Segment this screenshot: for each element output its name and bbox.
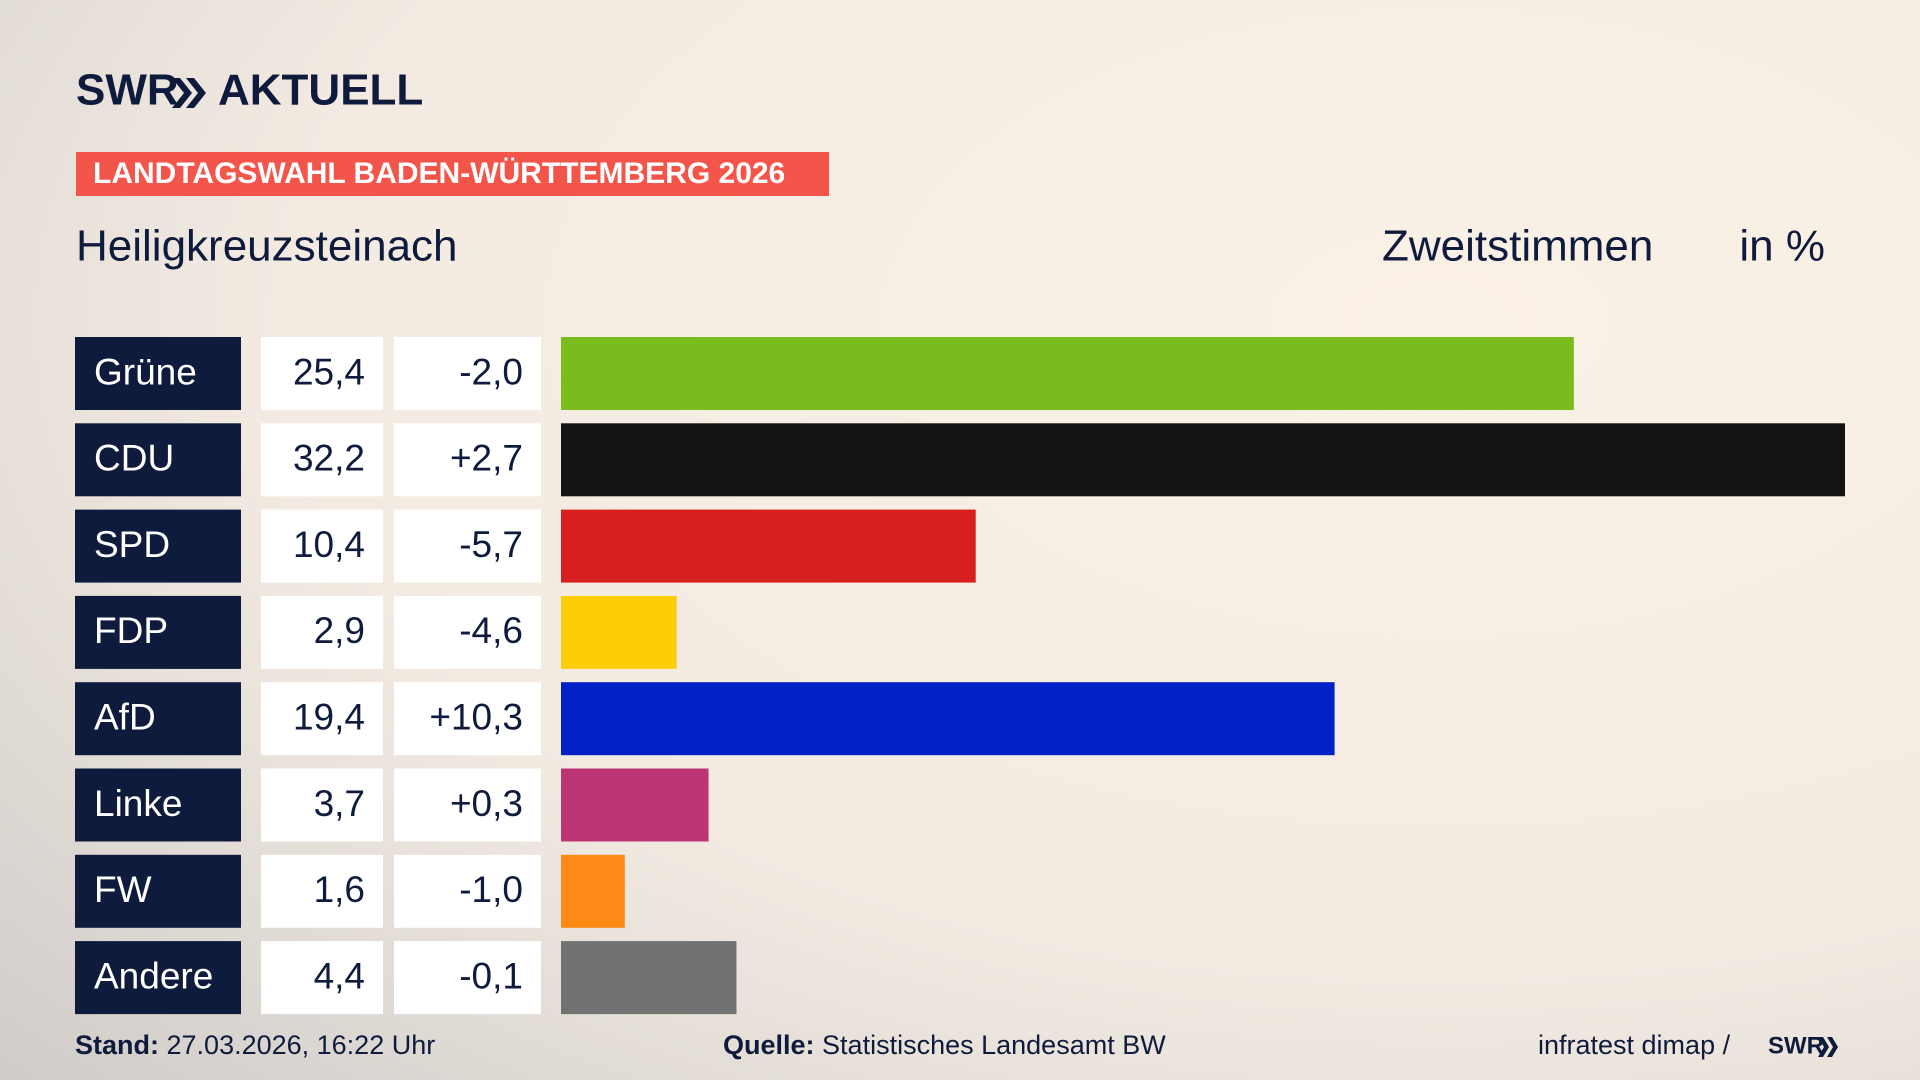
value-box — [261, 337, 383, 410]
party-box — [75, 941, 241, 1015]
bar — [561, 337, 1574, 410]
party-box — [75, 337, 241, 410]
change-label: -2,0 — [459, 351, 523, 392]
location: Heiligkreuzsteinach — [76, 222, 458, 271]
value-label: 32,2 — [293, 438, 365, 479]
party-label: FDP — [94, 610, 168, 651]
party-box — [75, 768, 241, 842]
change-label: +2,7 — [450, 438, 523, 479]
source-label: Quelle: — [723, 1030, 815, 1060]
value-label: 19,4 — [293, 696, 365, 737]
change-box — [394, 509, 541, 583]
party-label: CDU — [94, 438, 174, 479]
logo-suffix: AKTUELL — [218, 66, 423, 115]
value-label: 4,4 — [314, 955, 365, 996]
change-label: +10,3 — [429, 696, 523, 737]
unit: in % — [1739, 222, 1825, 271]
party-label: AfD — [94, 696, 156, 737]
party-label: Linke — [94, 783, 182, 824]
credit-logo: SWR — [1768, 1032, 1824, 1059]
bar — [561, 509, 976, 583]
bar — [561, 595, 677, 669]
bar — [561, 854, 625, 928]
value-box — [261, 768, 383, 842]
party-box — [75, 423, 241, 497]
banner: LANDTAGSWAHL BADEN-WÜRTTEMBERG 2026 — [93, 157, 785, 190]
bar — [561, 941, 737, 1015]
bar — [561, 768, 709, 842]
stand-value: 27.03.2026, 16:22 Uhr — [167, 1030, 436, 1060]
chart-title: Zweitstimmen — [1382, 222, 1653, 271]
credit-chevrons — [1818, 1037, 1838, 1057]
stand-label: Stand: — [75, 1030, 159, 1060]
change-box — [394, 595, 541, 669]
change-box — [394, 941, 541, 1015]
change-box — [394, 337, 541, 410]
credit: infratest dimap / — [1538, 1030, 1731, 1060]
change-box — [394, 682, 541, 756]
value-label: 10,4 — [293, 524, 365, 565]
party-label: Grüne — [94, 351, 197, 392]
logo-chevrons — [172, 78, 206, 108]
bar — [561, 682, 1335, 756]
value-label: 2,9 — [314, 610, 365, 651]
value-box — [261, 509, 383, 583]
value-box — [261, 595, 383, 669]
party-box — [75, 682, 241, 756]
value-box — [261, 854, 383, 928]
value-label: 1,6 — [314, 869, 365, 910]
change-label: -0,1 — [459, 955, 523, 996]
value-label: 3,7 — [314, 783, 365, 824]
party-label: FW — [94, 869, 152, 910]
change-box — [394, 768, 541, 842]
party-box — [75, 509, 241, 583]
value-box — [261, 423, 383, 497]
change-label: -1,0 — [459, 869, 523, 910]
party-label: Andere — [94, 955, 213, 996]
source: Quelle: Statistisches Landesamt BW — [723, 1030, 1166, 1060]
change-box — [394, 854, 541, 928]
bar — [561, 423, 1845, 497]
value-label: 25,4 — [293, 351, 365, 392]
party-box — [75, 595, 241, 669]
change-label: +0,3 — [450, 783, 523, 824]
change-label: -5,7 — [459, 524, 523, 565]
source-value: Statistisches Landesamt BW — [822, 1030, 1166, 1060]
logo: SWR — [76, 66, 179, 115]
change-box — [394, 423, 541, 497]
party-label: SPD — [94, 524, 170, 565]
party-box — [75, 854, 241, 928]
change-label: -4,6 — [459, 610, 523, 651]
stand: Stand: 27.03.2026, 16:22 Uhr — [75, 1030, 435, 1060]
value-box — [261, 941, 383, 1015]
value-box — [261, 682, 383, 756]
banner-box — [76, 152, 829, 196]
